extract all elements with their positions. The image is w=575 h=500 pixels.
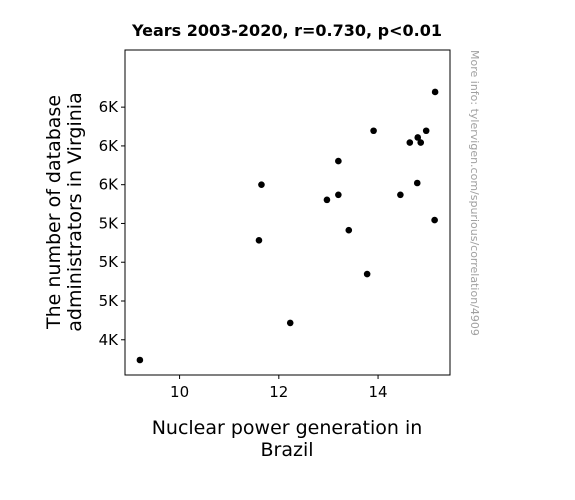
y-tick-label: 5K bbox=[99, 253, 120, 271]
y-tick-label: 6K bbox=[99, 176, 120, 194]
y-tick-label: 6K bbox=[99, 137, 120, 155]
data-point bbox=[136, 356, 144, 364]
data-point bbox=[258, 181, 265, 188]
x-axis-label-line-1: Nuclear power generation in bbox=[152, 417, 423, 439]
y-axis-label-line-2: administrators in Virginia bbox=[64, 92, 86, 331]
x-tick-label: 14 bbox=[369, 383, 388, 401]
data-point bbox=[417, 139, 425, 146]
plot-area-frame bbox=[124, 49, 451, 376]
y-axis-ticks: 4K 5K 5K 5K 6K 6K 6K bbox=[99, 98, 125, 349]
data-point bbox=[335, 157, 342, 165]
data-point bbox=[286, 319, 294, 327]
data-point bbox=[335, 191, 342, 199]
data-point bbox=[363, 270, 371, 278]
data-point bbox=[414, 134, 422, 141]
data-point bbox=[431, 216, 438, 224]
y-tick-label: 5K bbox=[99, 292, 120, 310]
x-tick-label: 10 bbox=[170, 383, 189, 401]
x-axis-label-line-2: Brazil bbox=[260, 439, 313, 461]
data-point bbox=[370, 127, 377, 135]
data-point bbox=[406, 139, 414, 146]
chart-title: Years 2003-2020, r=0.730, p<0.01 bbox=[131, 21, 442, 40]
data-point bbox=[255, 237, 263, 244]
y-tick-label: 5K bbox=[99, 214, 120, 232]
y-tick-label: 4K bbox=[99, 331, 120, 349]
x-axis-ticks: 10 12 14 bbox=[170, 375, 388, 401]
data-point bbox=[413, 179, 421, 187]
x-tick-label: 12 bbox=[269, 383, 288, 401]
watermark: More info: tylervigen.com/spurious/corre… bbox=[468, 50, 481, 336]
data-point bbox=[422, 127, 430, 135]
y-axis-label-line-1: The number of database bbox=[43, 95, 65, 330]
data-point bbox=[323, 196, 331, 204]
data-point bbox=[397, 191, 404, 199]
data-point bbox=[345, 226, 353, 234]
data-points bbox=[136, 88, 439, 364]
y-tick-label: 6K bbox=[99, 98, 120, 116]
data-point bbox=[431, 88, 439, 96]
